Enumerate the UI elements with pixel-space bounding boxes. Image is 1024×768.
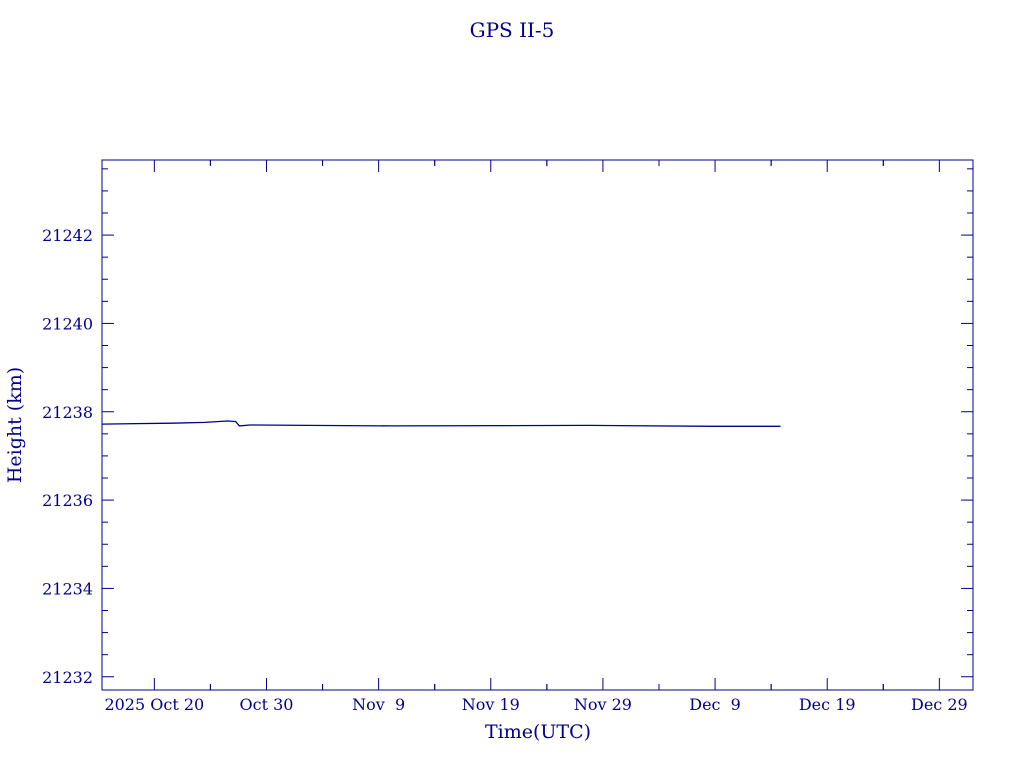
plot-frame: [101, 159, 974, 691]
series-group: [101, 420, 781, 427]
chart-title: GPS II-5: [470, 18, 555, 42]
x-tick-labels: 2025 Oct 20 Oct 30 Nov 9 Nov 19 Nov 29 Dec 9 D…: [104, 695, 967, 714]
x-tick-label: Dec 19: [799, 695, 856, 714]
tick-marks: [102, 160, 973, 690]
x-tick-label: Oct 30: [240, 695, 294, 714]
x-tick-label: Nov 19: [462, 695, 520, 714]
x-tick-label: Dec 29: [911, 695, 968, 714]
y-axis-label: Height (km): [4, 367, 26, 483]
y-tick-label: 21236: [42, 491, 93, 510]
y-tick-labels: 21242 21240 21238 21236 21234 21232: [42, 226, 93, 687]
y-tick-label: 21240: [42, 314, 93, 333]
y-tick-label: 21242: [42, 226, 93, 245]
x-tick-label: 2025 Oct 20: [104, 695, 204, 714]
x-tick-label: Nov 9: [352, 695, 405, 714]
x-axis-label: Time(UTC): [485, 721, 591, 743]
y-tick-label: 21232: [42, 668, 93, 687]
x-tick-label: Dec 9: [689, 695, 741, 714]
series-line: [101, 420, 781, 427]
y-tick-label: 21234: [42, 579, 93, 598]
y-tick-label: 21238: [42, 403, 93, 422]
x-tick-label: Nov 29: [574, 695, 632, 714]
